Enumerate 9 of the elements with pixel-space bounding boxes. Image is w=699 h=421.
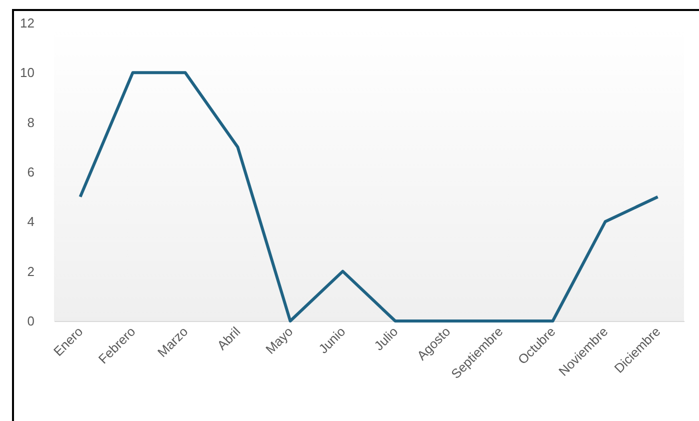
y-tick-label: 2 [27, 264, 34, 279]
y-tick-label: 12 [20, 16, 34, 30]
y-tick-label: 4 [27, 214, 34, 230]
y-tick-label: 10 [20, 65, 34, 80]
y-tick-label: 6 [27, 164, 34, 180]
y-tick-label: 8 [27, 114, 34, 130]
line-series [78, 71, 660, 322]
x-tick-label: Julio [371, 324, 401, 354]
y-tick-label: 0 [27, 314, 34, 328]
